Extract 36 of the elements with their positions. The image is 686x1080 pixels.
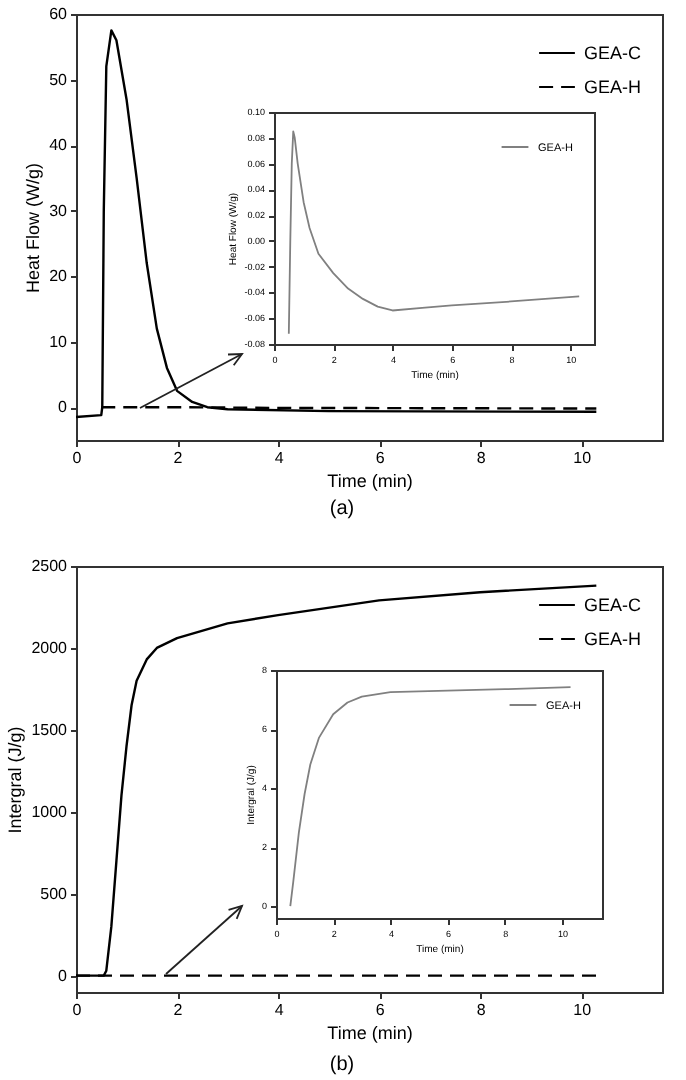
y-tick-label: 50	[49, 70, 69, 89]
y-tick-label: 2500	[31, 557, 69, 575]
legend-label: GEA-H	[584, 77, 642, 97]
x-tick-label: 6	[375, 449, 386, 467]
y-axis-title: Intergral (J/g)	[5, 726, 26, 834]
y-tick-label: 0	[58, 966, 69, 985]
x-tick-label: 0	[72, 1001, 83, 1019]
line-series	[287, 130, 581, 335]
x-tick-label: 8	[476, 1001, 487, 1019]
x-tick-label: 2	[173, 1001, 184, 1019]
y-tick-label: 1000	[31, 802, 69, 821]
x-tick-label: 10	[573, 1001, 593, 1019]
y-tick-label: 30	[49, 201, 69, 220]
y-tick-label: 60	[49, 5, 69, 23]
legend-label: GEA-H	[584, 629, 642, 649]
x-tick-label: 4	[274, 449, 285, 467]
text: (b)	[327, 1054, 357, 1076]
x-tick-label: 4	[274, 1001, 285, 1019]
text: (a)	[327, 498, 357, 520]
x-tick-label: 6	[375, 1001, 386, 1019]
y-tick-label: 0	[58, 398, 69, 417]
x-tick-label: 2	[173, 449, 184, 467]
y-tick-label: 20	[49, 267, 69, 286]
y-axis-title: Heat Flow (W/g)	[23, 162, 44, 294]
y-tick-label: 500	[40, 884, 69, 903]
y-tick-label: 10	[49, 332, 69, 351]
x-axis-title: Time (min)	[327, 1023, 413, 1043]
x-tick-label: 0	[72, 449, 83, 467]
x-tick-label: 8	[476, 449, 487, 467]
y-tick-label: 2000	[31, 638, 69, 657]
x-tick-label: 10	[573, 449, 593, 467]
x-axis-title: Time (min)	[327, 471, 413, 491]
y-tick-label: 40	[49, 136, 69, 155]
legend-label: GEA-C	[584, 595, 643, 615]
legend-label: GEA-C	[584, 43, 643, 63]
y-tick-label: 1500	[31, 720, 69, 739]
